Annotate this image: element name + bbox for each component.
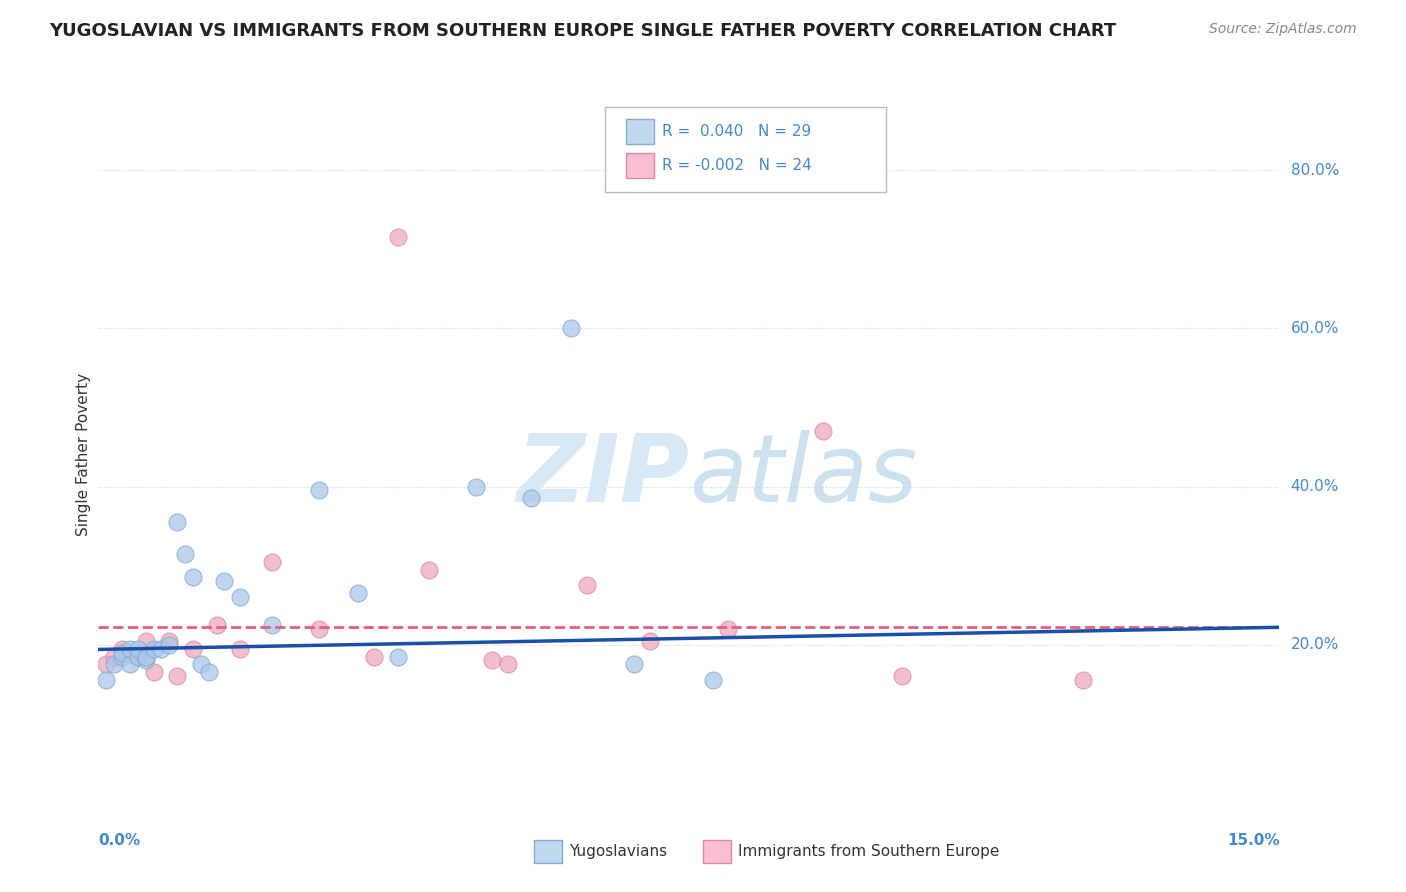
Point: [387, 649, 409, 664]
Point: [96, 657, 118, 672]
Point: [308, 483, 330, 498]
Point: [96, 673, 118, 688]
Text: 80.0%: 80.0%: [1291, 163, 1339, 178]
Point: [190, 657, 212, 672]
Point: [135, 649, 157, 664]
Point: [181, 641, 204, 656]
Text: atlas: atlas: [689, 430, 917, 521]
Point: [363, 649, 385, 664]
Point: [308, 622, 330, 636]
Point: [575, 578, 598, 592]
Point: [197, 665, 219, 680]
Point: [135, 633, 157, 648]
Point: [811, 424, 834, 438]
Point: [260, 618, 283, 632]
Point: [157, 633, 180, 648]
Point: [127, 649, 149, 664]
Y-axis label: Single Father Poverty: Single Father Poverty: [76, 374, 91, 536]
Point: [520, 491, 543, 506]
Point: [150, 641, 173, 656]
Point: [1071, 673, 1094, 688]
Text: YUGOSLAVIAN VS IMMIGRANTS FROM SOUTHERN EUROPE SINGLE FATHER POVERTY CORRELATION: YUGOSLAVIAN VS IMMIGRANTS FROM SOUTHERN …: [49, 22, 1116, 40]
Text: 0.0%: 0.0%: [98, 833, 141, 848]
Text: R = -0.002   N = 24: R = -0.002 N = 24: [662, 158, 813, 172]
Point: [347, 586, 370, 600]
Point: [260, 555, 283, 569]
Point: [387, 230, 409, 244]
Text: 60.0%: 60.0%: [1291, 321, 1339, 336]
Point: [623, 657, 645, 672]
Point: [174, 547, 197, 561]
Point: [127, 641, 149, 656]
Text: Source: ZipAtlas.com: Source: ZipAtlas.com: [1209, 22, 1357, 37]
Point: [717, 622, 740, 636]
Point: [118, 657, 141, 672]
Point: [127, 649, 149, 664]
Point: [166, 515, 188, 529]
Text: 20.0%: 20.0%: [1291, 637, 1339, 652]
Point: [465, 479, 488, 493]
Point: [496, 657, 519, 672]
Point: [418, 563, 440, 577]
Point: [111, 649, 134, 664]
Point: [702, 673, 724, 688]
Point: [118, 641, 141, 656]
Point: [205, 618, 228, 632]
Point: [111, 646, 134, 660]
Point: [560, 321, 582, 335]
Point: [142, 641, 165, 656]
Point: [135, 653, 157, 667]
Text: Yugoslavians: Yugoslavians: [569, 845, 668, 859]
Point: [111, 641, 134, 656]
Text: 40.0%: 40.0%: [1291, 479, 1339, 494]
Point: [181, 570, 204, 584]
Point: [229, 641, 252, 656]
Point: [103, 649, 125, 664]
Point: [638, 633, 661, 648]
Point: [890, 669, 912, 683]
Point: [157, 638, 180, 652]
Point: [214, 574, 236, 589]
Point: [142, 665, 165, 680]
Text: ZIP: ZIP: [516, 430, 689, 522]
Point: [229, 591, 252, 605]
Point: [103, 657, 125, 672]
Text: Immigrants from Southern Europe: Immigrants from Southern Europe: [738, 845, 1000, 859]
Point: [481, 653, 503, 667]
Text: R =  0.040   N = 29: R = 0.040 N = 29: [662, 124, 811, 138]
Point: [166, 669, 188, 683]
Text: 15.0%: 15.0%: [1227, 833, 1279, 848]
